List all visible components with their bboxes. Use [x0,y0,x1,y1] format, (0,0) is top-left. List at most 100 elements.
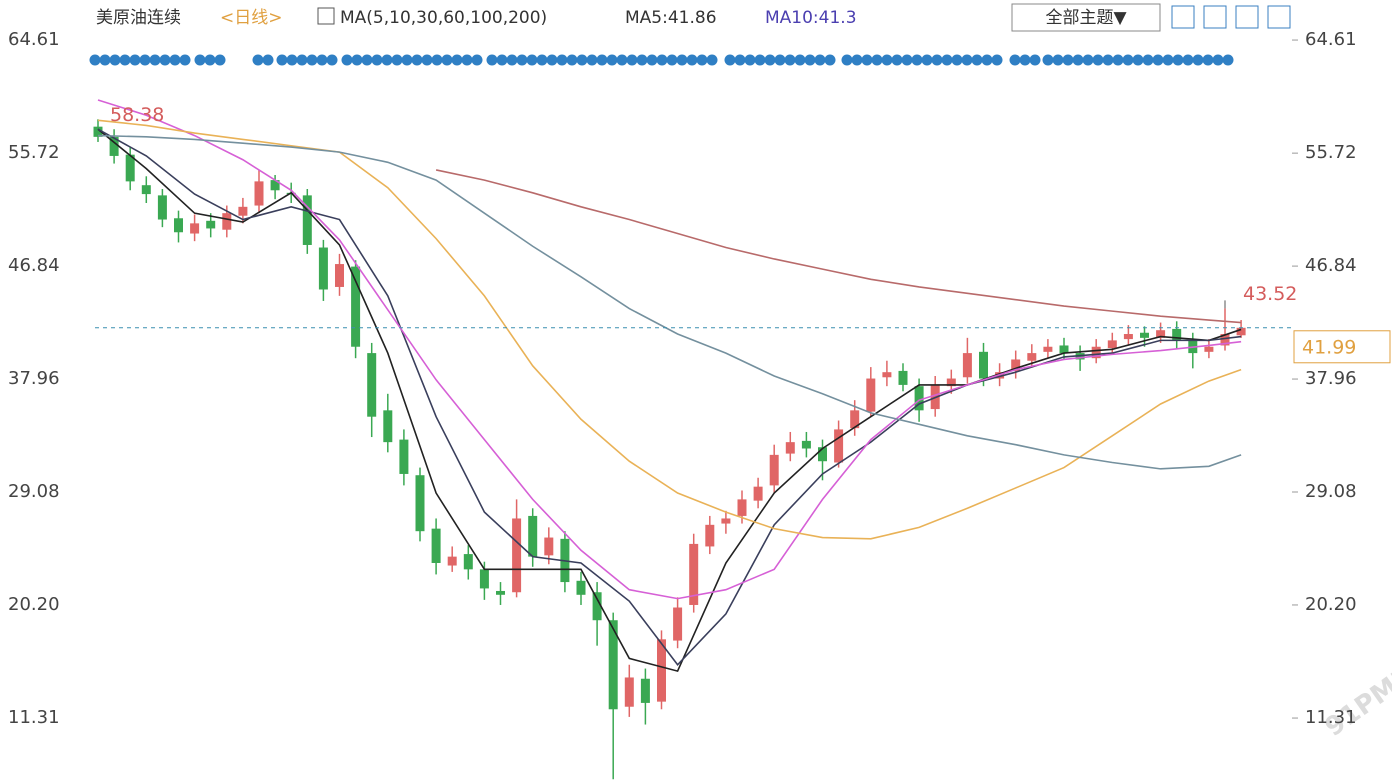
candle-body [979,351,988,379]
event-dot [891,54,903,66]
event-dot [169,54,181,66]
theme-button-label[interactable]: 全部主题▼ [1045,8,1127,28]
ma10-value: MA10:41.3 [765,8,857,28]
y-tick-label-left: 46.84 [8,255,60,276]
ma-line [97,119,1242,540]
event-dot [881,54,893,66]
event-dot [1062,54,1074,66]
event-dot [556,54,568,66]
tool-move[interactable] [1171,5,1195,29]
event-dot [351,54,363,66]
event-dot [1182,54,1194,66]
last-price-box [1293,330,1391,364]
event-dot [824,54,836,66]
candle-body [367,353,377,417]
event-dot [1162,54,1174,66]
event-dot [316,54,328,66]
event-dot [1222,54,1234,66]
event-dot [981,54,993,66]
event-dot [139,54,151,66]
event-dot [871,54,883,66]
event-dot [421,54,433,66]
candle-body [447,556,457,566]
candle-body [383,410,393,443]
candle-body [737,499,747,516]
event-dot [526,54,538,66]
event-dot [724,54,736,66]
candle-body [463,554,473,570]
y-tick-label-left: 11.31 [8,707,60,728]
ma-icon [317,7,335,25]
event-dot [911,54,923,66]
candle-body [1204,346,1214,352]
event-dot [326,54,338,66]
event-dot [991,54,1003,66]
candle-body [109,136,119,156]
event-dot [381,54,393,66]
candle-body [1123,334,1133,340]
candle-body [254,181,264,206]
event-dot [361,54,373,66]
theme-button[interactable] [1011,3,1161,32]
event-dot [1052,54,1064,66]
event-dot [596,54,608,66]
event-dot [461,54,473,66]
toolbar [1171,5,1291,29]
event-dot [411,54,423,66]
period: <日线> [220,8,283,28]
event-dot [636,54,648,66]
event-dot [586,54,598,66]
candle-body [544,537,554,556]
y-tick-label-left: 37.96 [8,368,60,389]
event-dot [931,54,943,66]
event-dot [774,54,786,66]
tool-draw[interactable] [1235,5,1259,29]
event-dot [546,54,558,66]
candle-body [898,370,908,385]
candle-body [125,154,135,182]
event-dot [1172,54,1184,66]
event-dot [471,54,483,66]
event-dot [1029,54,1041,66]
event-dot [204,54,216,66]
event-dot [341,54,353,66]
event-dot [306,54,318,66]
candle-body [1059,345,1069,354]
event-dot [401,54,413,66]
event-dot [921,54,933,66]
candle-body [608,620,618,710]
y-tick-label-right: 11.31 [1305,707,1357,728]
y-tick-label-left: 55.72 [8,142,60,163]
event-dot [794,54,806,66]
event-dot [961,54,973,66]
candle-body [834,429,844,463]
ma-line [97,134,1242,470]
event-dot [566,54,578,66]
symbol: 美原油连续 [96,8,181,28]
candle-body [141,185,151,195]
candle-body [351,266,361,347]
y-tick-label-left: 29.08 [8,481,60,502]
event-dot [616,54,628,66]
event-dot [1192,54,1204,66]
event-dot [536,54,548,66]
event-dot [296,54,308,66]
event-dot [576,54,588,66]
candle-body [1140,332,1149,338]
candle-body [866,378,876,412]
tool-settings[interactable] [1267,5,1291,29]
y-tick-label-left: 64.61 [8,29,60,50]
last-price-label: 41.99 [1302,336,1356,358]
event-dot [179,54,191,66]
candle-body [882,372,892,378]
event-dot [431,54,443,66]
candle-body [157,195,167,220]
event-dot [951,54,963,66]
event-dot [971,54,983,66]
tool-zoom[interactable] [1203,5,1227,29]
candle-body [785,442,795,454]
candle-body [721,518,731,524]
event-dot [1009,54,1021,66]
